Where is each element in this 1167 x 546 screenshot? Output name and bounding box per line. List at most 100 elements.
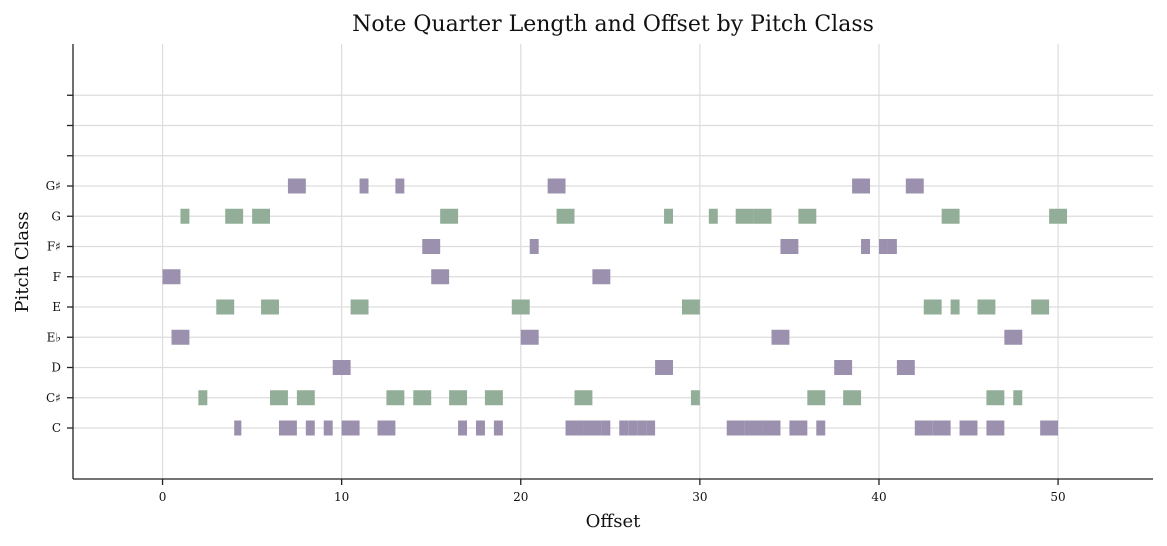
x-axis-label: Offset — [586, 511, 641, 532]
note-bar — [771, 329, 790, 345]
y-tick-label: F — [53, 270, 61, 284]
y-tick-label: G♯ — [46, 179, 61, 193]
note-bar — [458, 420, 468, 436]
note-bar — [556, 208, 575, 224]
note-bar — [171, 329, 190, 345]
note-bar — [234, 420, 242, 436]
x-tick-label: 50 — [1050, 490, 1065, 504]
note-bar — [780, 239, 799, 254]
note-bar — [592, 269, 611, 285]
note-bar — [798, 208, 817, 224]
note-bar — [180, 208, 190, 224]
note-bar — [278, 420, 297, 436]
note-bar — [914, 420, 933, 436]
note-bar — [1040, 420, 1059, 436]
y-tick-label: G — [51, 209, 61, 223]
note-bar — [395, 178, 405, 194]
note-bar — [475, 420, 485, 436]
note-bar — [655, 360, 673, 375]
note-bar — [708, 208, 718, 224]
y-tick-label: E — [52, 300, 61, 314]
note-bar — [923, 299, 942, 315]
note-bar — [852, 178, 871, 194]
note-bar — [843, 390, 862, 406]
note-bar — [574, 390, 593, 406]
note-bar — [690, 390, 700, 406]
note-bar — [431, 269, 450, 285]
x-tick-label: 20 — [513, 490, 528, 504]
y-tick-label: C — [52, 421, 61, 435]
note-bar — [413, 390, 432, 406]
x-tick-label: 0 — [159, 490, 167, 504]
note-bar — [449, 390, 468, 406]
x-tick-label: 30 — [692, 490, 707, 504]
note-bar — [646, 420, 656, 436]
note-bar — [270, 390, 288, 406]
note-bar — [619, 420, 629, 436]
note-bar — [878, 239, 888, 254]
note-bar — [816, 420, 826, 436]
gridlines — [73, 44, 1153, 479]
note-bar — [565, 420, 584, 436]
note-bar — [332, 360, 351, 375]
note-bar — [905, 178, 924, 194]
note-bar — [977, 299, 996, 315]
note-bar — [664, 208, 673, 224]
note-bar — [323, 420, 333, 436]
note-bar — [637, 420, 647, 436]
note-bar — [198, 390, 208, 406]
note-bar — [484, 390, 503, 406]
note-bar — [287, 178, 306, 194]
note-bar — [753, 208, 772, 224]
note-bar — [986, 420, 1005, 436]
note-bar — [932, 420, 951, 436]
note-bar — [386, 390, 405, 406]
note-bar — [834, 360, 853, 375]
note-bar — [950, 299, 960, 315]
ticks: 0 10 20 30 40 50 C C♯ D E♭ E F F♯ G G♯ — [46, 94, 1066, 504]
note-bar — [735, 208, 754, 224]
note-bar — [529, 239, 539, 254]
note-bar — [601, 420, 611, 436]
y-tick-label: D — [51, 361, 61, 375]
note-bar — [305, 420, 315, 436]
note-bar — [583, 420, 602, 436]
note-bar — [162, 269, 181, 285]
note-bar — [547, 178, 566, 194]
x-tick-label: 40 — [871, 490, 886, 504]
y-axis-label: Pitch Class — [12, 211, 33, 312]
note-bar — [1013, 390, 1023, 406]
note-bars — [162, 178, 1068, 436]
note-bar — [628, 420, 638, 436]
note-bar — [261, 299, 279, 315]
note-bar — [377, 420, 396, 436]
note-bar — [1031, 299, 1050, 315]
note-bar — [887, 239, 897, 254]
note-bar — [493, 420, 503, 436]
note-bar — [520, 329, 539, 345]
note-bar — [225, 208, 244, 224]
note-bar — [941, 208, 960, 224]
note-bar — [959, 420, 978, 436]
note-bar — [681, 299, 700, 315]
note-bar — [216, 299, 235, 315]
chart-title: Note Quarter Length and Offset by Pitch … — [352, 12, 874, 37]
note-bar — [896, 360, 915, 375]
note-bar — [789, 420, 808, 436]
note-bar — [762, 420, 781, 436]
axes — [72, 44, 1153, 480]
x-tick-label: 10 — [334, 490, 349, 504]
y-tick-label: E♭ — [47, 330, 61, 344]
note-bar — [511, 299, 530, 315]
note-bar — [341, 420, 360, 436]
note-bar — [359, 178, 369, 194]
note-bar — [1004, 329, 1023, 345]
note-bar — [1049, 208, 1068, 224]
note-bar — [726, 420, 745, 436]
note-bar — [350, 299, 369, 315]
note-bar — [861, 239, 871, 254]
note-bar — [296, 390, 315, 406]
note-bar — [744, 420, 763, 436]
note-bar — [986, 390, 1005, 406]
